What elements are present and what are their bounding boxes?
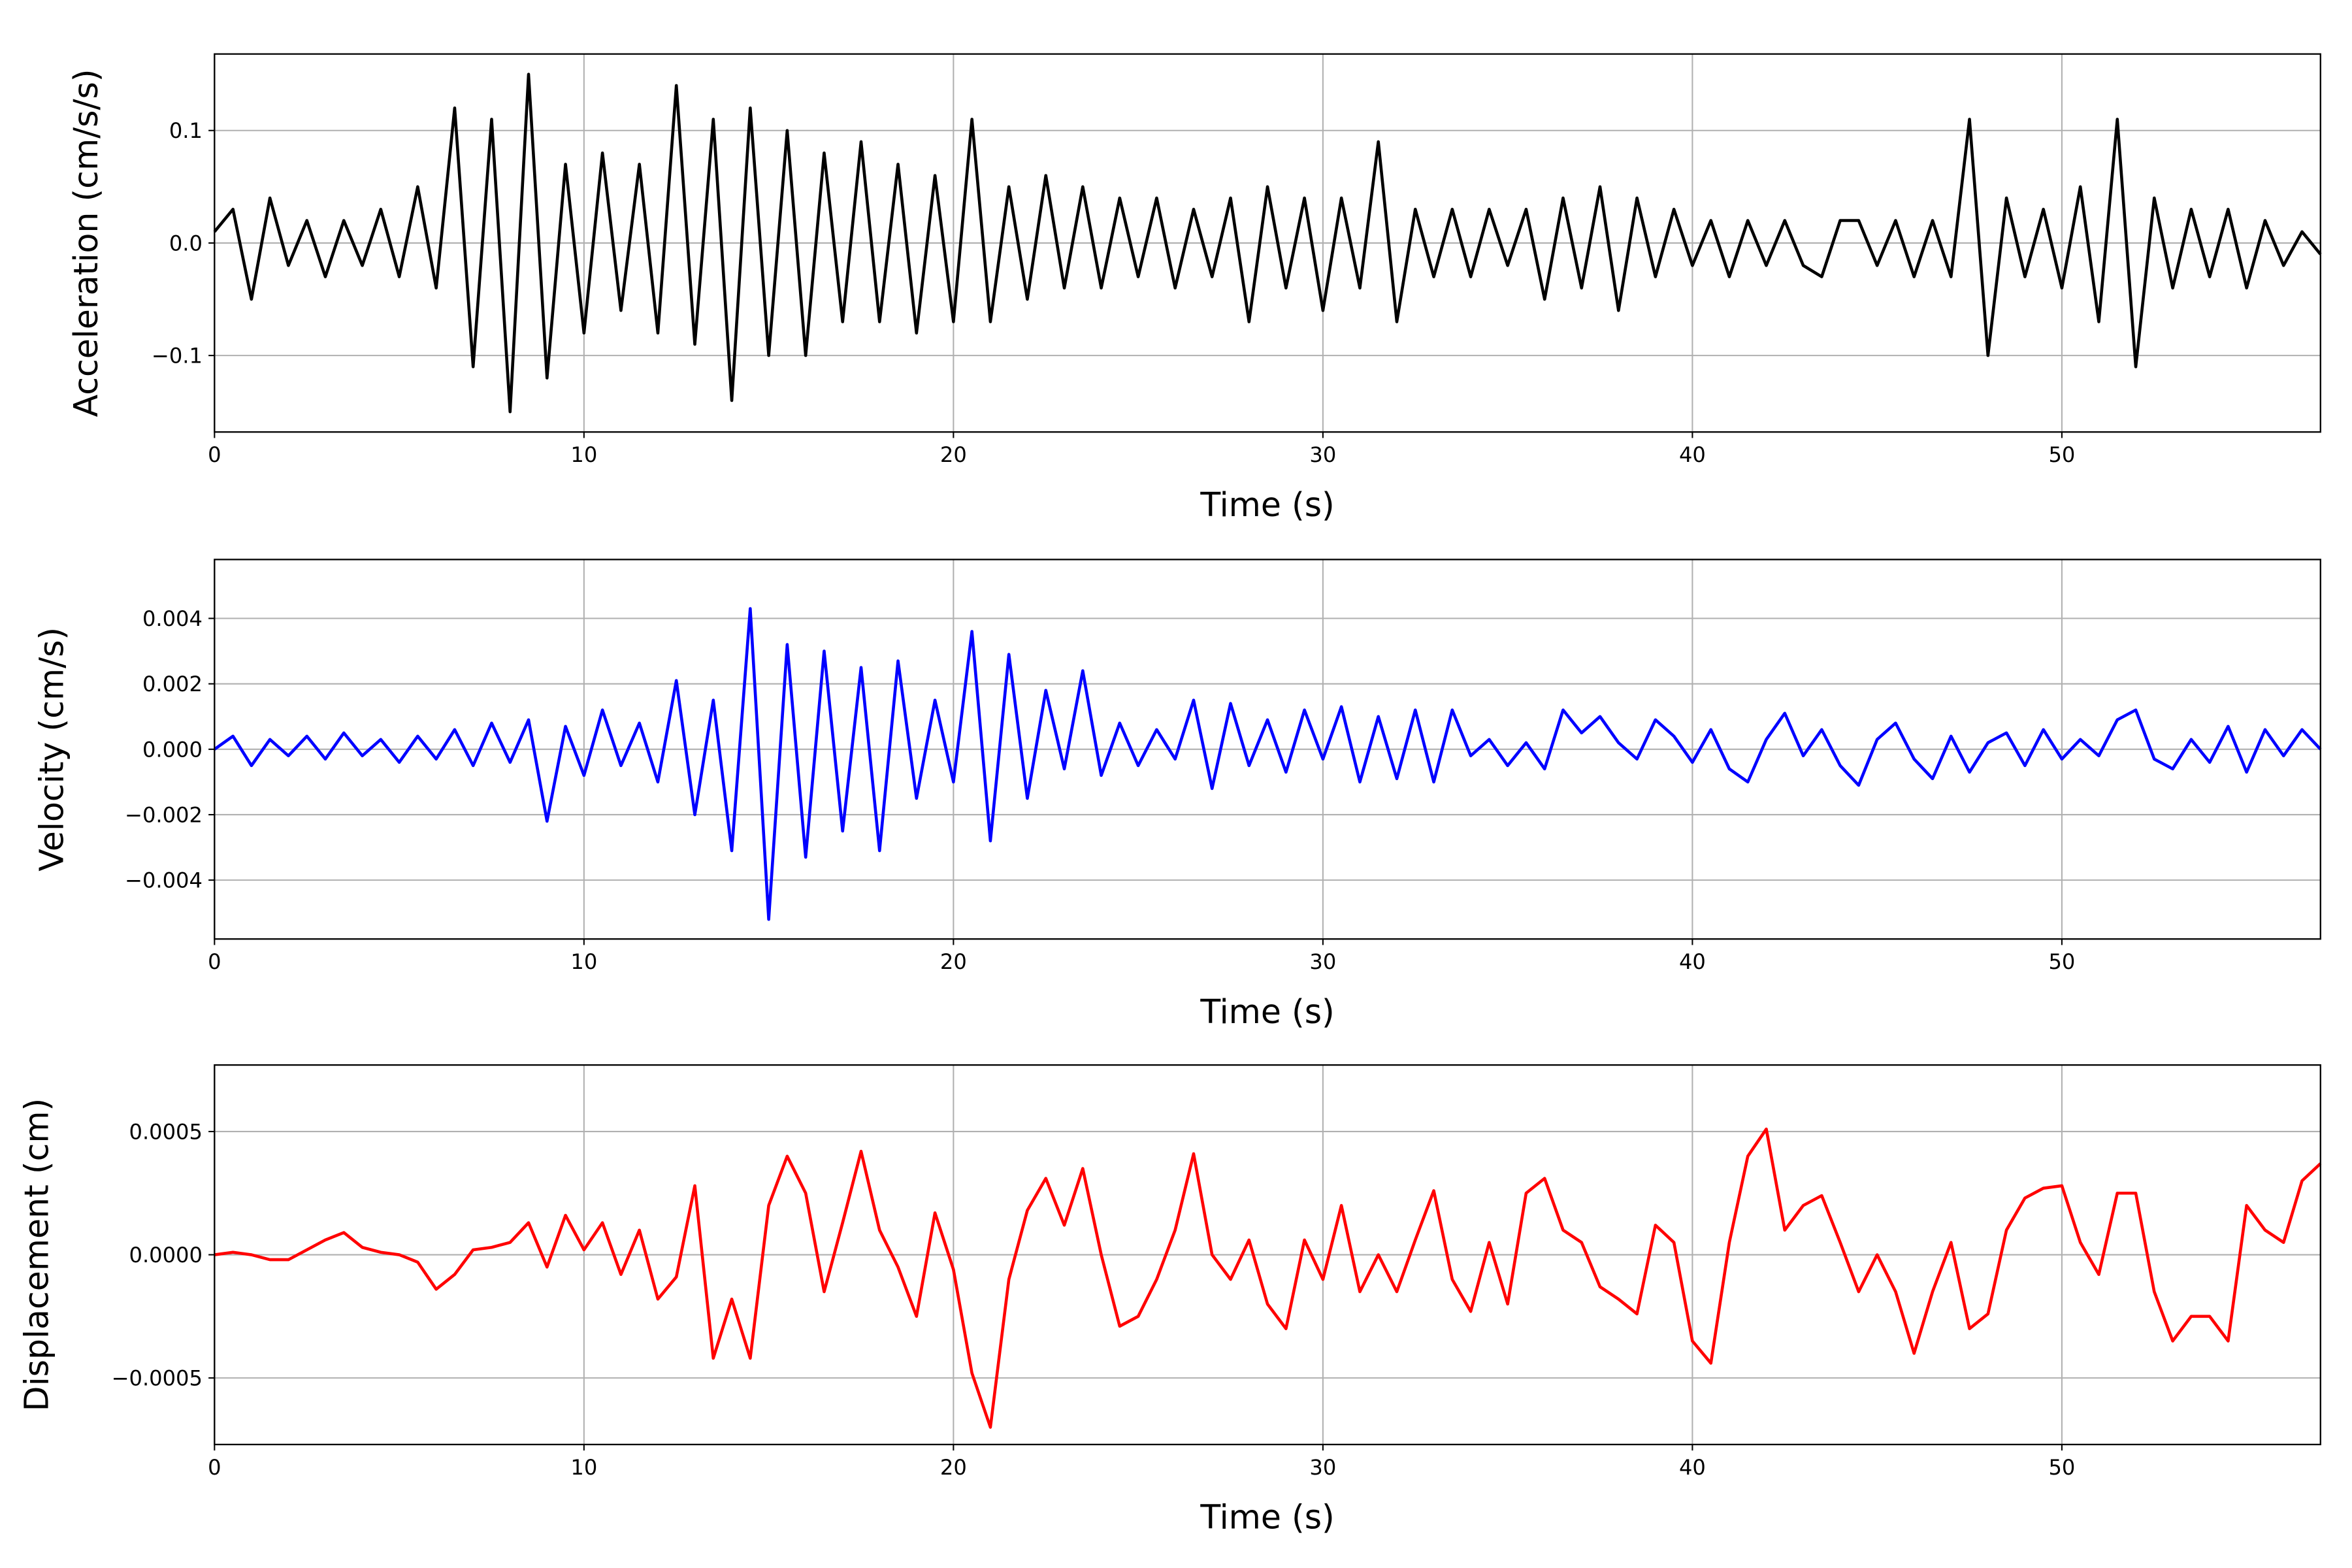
y-axis-label: Displacement (cm) xyxy=(17,1098,56,1412)
y-axis-label: Acceleration (cm/s/s) xyxy=(67,69,105,417)
y-tick-label: −0.004 xyxy=(125,868,203,893)
y-tick-label: 0.1 xyxy=(169,118,203,143)
y-tick-label: −0.0005 xyxy=(112,1366,203,1391)
x-tick-label: 50 xyxy=(2048,1455,2075,1480)
plot-frame xyxy=(214,53,2321,433)
x-axis-label: Time (s) xyxy=(1200,485,1334,524)
x-tick-label: 50 xyxy=(2048,949,2075,974)
x-axis-label: Time (s) xyxy=(1200,992,1334,1031)
x-tick-label: 20 xyxy=(940,1455,967,1480)
y-tick-label: 0.004 xyxy=(142,606,203,631)
x-tick-label: 0 xyxy=(208,949,221,974)
x-tick-label: 30 xyxy=(1309,442,1336,467)
x-tick-label: 30 xyxy=(1309,949,1336,974)
y-tick-label: 0.0000 xyxy=(129,1243,203,1267)
x-tick-label: 40 xyxy=(1679,442,1706,467)
plot-frame xyxy=(214,559,2321,940)
y-tick-label: 0.0005 xyxy=(129,1119,203,1144)
x-tick-label: 0 xyxy=(208,1455,221,1480)
plot-frame xyxy=(214,1064,2321,1446)
data-line xyxy=(213,73,2322,414)
y-tick-label: 0.002 xyxy=(142,672,203,696)
x-tick-label: 20 xyxy=(940,949,967,974)
y-axis-label: Velocity (cm/s) xyxy=(32,627,71,872)
y-tick-label: −0.1 xyxy=(152,344,203,368)
x-tick-label: 40 xyxy=(1679,949,1706,974)
x-tick-label: 30 xyxy=(1309,1455,1336,1480)
y-tick-label: 0.000 xyxy=(142,737,203,762)
data-line xyxy=(214,1127,2322,1429)
y-tick-label: 0.0 xyxy=(169,231,203,255)
x-tick-label: 0 xyxy=(208,442,221,467)
x-tick-label: 50 xyxy=(2048,442,2075,467)
y-tick-label: −0.002 xyxy=(125,802,203,827)
x-axis-label: Time (s) xyxy=(1200,1498,1334,1537)
x-tick-label: 10 xyxy=(570,1455,597,1480)
x-tick-label: 10 xyxy=(570,442,597,467)
x-tick-label: 40 xyxy=(1679,1455,1706,1480)
x-tick-label: 10 xyxy=(570,949,597,974)
data-line xyxy=(213,607,2322,921)
x-tick-label: 20 xyxy=(940,442,967,467)
